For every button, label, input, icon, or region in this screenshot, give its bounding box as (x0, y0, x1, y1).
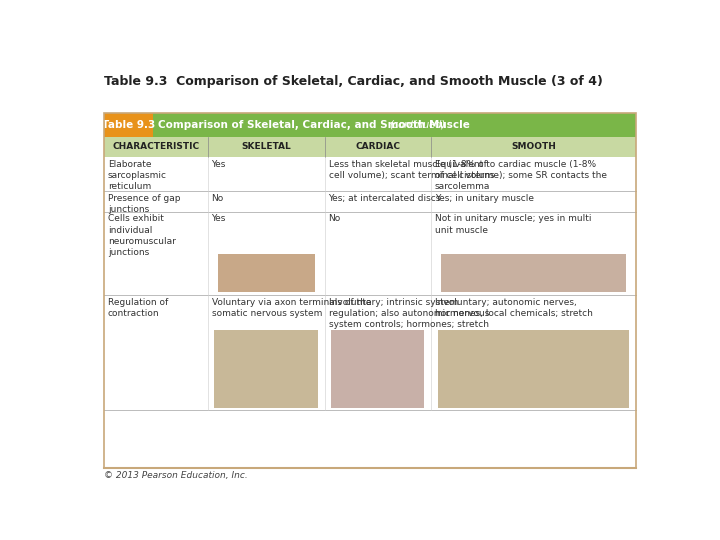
Bar (215, 329, 318, 408)
Bar (104, 295, 636, 410)
Text: No: No (212, 194, 224, 202)
Text: Yes: Yes (212, 214, 226, 224)
Text: CHARACTERISTIC: CHARACTERISTIC (112, 142, 199, 151)
Text: CARDIAC: CARDIAC (355, 142, 400, 151)
Text: Not in unitary muscle; yes in multi
unit muscle: Not in unitary muscle; yes in multi unit… (435, 214, 591, 234)
Text: Elaborate
sarcoplasmic
reticulum: Elaborate sarcoplasmic reticulum (108, 160, 167, 191)
Text: SKELETAL: SKELETAL (241, 142, 291, 151)
Bar (331, 329, 424, 408)
Text: Table 9.3: Table 9.3 (102, 120, 155, 130)
Bar (104, 113, 153, 137)
Text: Yes: Yes (212, 160, 226, 168)
Text: © 2013 Pearson Education, Inc.: © 2013 Pearson Education, Inc. (104, 471, 248, 480)
Bar (217, 254, 315, 292)
Text: Regulation of
contraction: Regulation of contraction (108, 298, 168, 318)
Text: Equivalent to cardiac muscle (1-8%
of cell volume); some SR contacts the
sarcole: Equivalent to cardiac muscle (1-8% of ce… (435, 160, 607, 191)
Text: Less than skeletal muscle (1-8% of
cell volume); scant terminal cisterns: Less than skeletal muscle (1-8% of cell … (328, 160, 494, 180)
Bar (438, 329, 629, 408)
Bar (104, 113, 636, 137)
Text: Presence of gap
junctions: Presence of gap junctions (108, 194, 180, 214)
Bar (104, 191, 636, 212)
Text: Yes; at intercalated discs: Yes; at intercalated discs (328, 194, 441, 202)
Text: Involuntary; autonomic nerves,
hormones, local chemicals; stretch: Involuntary; autonomic nerves, hormones,… (435, 298, 593, 318)
Bar (104, 137, 636, 157)
Text: (continued): (continued) (390, 120, 446, 130)
Text: Voluntary via axon terminals of the
somatic nervous system: Voluntary via axon terminals of the soma… (212, 298, 371, 318)
Bar (104, 212, 636, 295)
Text: SMOOTH: SMOOTH (511, 142, 556, 151)
Text: No: No (328, 214, 341, 224)
Text: Comparison of Skeletal, Cardiac, and Smooth Muscle: Comparison of Skeletal, Cardiac, and Smo… (158, 120, 470, 130)
Text: Cells exhibit
individual
neuromuscular
junctions: Cells exhibit individual neuromuscular j… (108, 214, 176, 257)
Bar (104, 157, 636, 191)
Text: Table 9.3  Comparison of Skeletal, Cardiac, and Smooth Muscle (3 of 4): Table 9.3 Comparison of Skeletal, Cardia… (104, 75, 603, 88)
Text: Yes; in unitary muscle: Yes; in unitary muscle (435, 194, 534, 202)
Text: Involuntary; intrinsic system
regulation; also autonomic nervous
system controls: Involuntary; intrinsic system regulation… (328, 298, 489, 329)
Bar (441, 254, 626, 292)
